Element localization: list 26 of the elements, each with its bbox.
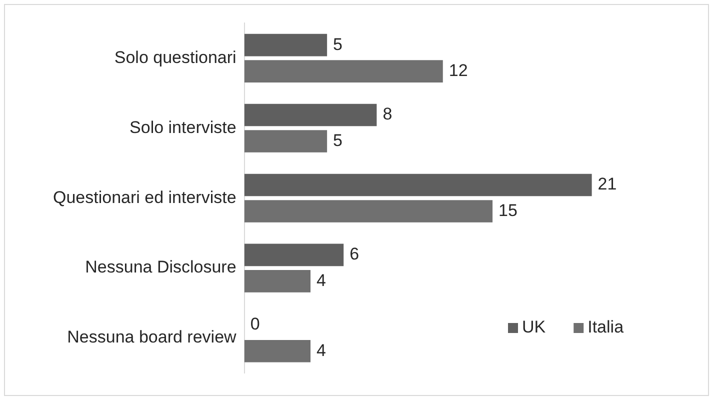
bar (244, 270, 311, 292)
data-label: 12 (448, 60, 468, 80)
data-label: 6 (350, 244, 360, 264)
bar (244, 174, 592, 196)
y-tick-label: Nessuna board review (67, 328, 238, 347)
bar (244, 60, 443, 82)
bar (244, 200, 493, 222)
y-tick-label: Questionari ed interviste (52, 188, 236, 207)
data-label: 4 (316, 270, 326, 290)
data-label: 4 (316, 340, 326, 360)
data-label: 5 (333, 130, 343, 150)
y-tick-label: Solo questionari (114, 48, 236, 67)
bar (244, 130, 328, 152)
data-label: 21 (598, 174, 617, 194)
data-label: 15 (498, 200, 518, 220)
bar (244, 104, 377, 126)
data-label: 8 (382, 104, 392, 124)
legend-label: UK (522, 318, 546, 337)
y-tick-label: Nessuna Disclosure (85, 258, 236, 277)
legend-label: Italia (588, 318, 624, 337)
y-tick-label: Solo interviste (130, 118, 236, 137)
bar (244, 244, 344, 266)
bar (244, 34, 328, 56)
data-label: 0 (250, 314, 260, 334)
data-label: 5 (333, 34, 343, 54)
bar (244, 340, 311, 362)
